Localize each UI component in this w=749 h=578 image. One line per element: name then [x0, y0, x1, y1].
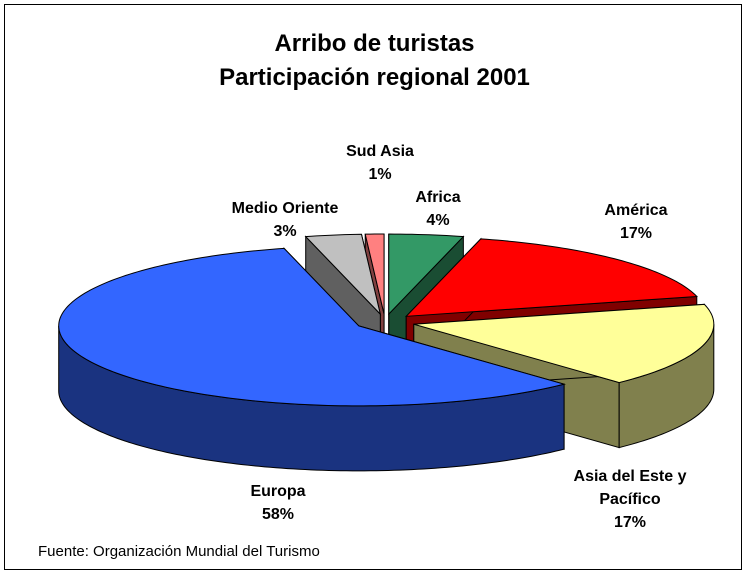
- slice-label: Europa 58%: [250, 480, 305, 526]
- chart-subtitle: Participación regional 2001: [219, 64, 530, 91]
- slice-label: Medio Oriente 3%: [232, 197, 339, 243]
- chart-title: Arribo de turistas: [274, 30, 475, 57]
- slice-label: Asia del Este y Pacífico 17%: [555, 465, 705, 534]
- source-note: Fuente: Organización Mundial del Turismo: [38, 543, 320, 560]
- pie-slice: [304, 233, 382, 316]
- slice-label: Africa 4%: [415, 186, 460, 232]
- value-label: 1%: [368, 166, 392, 183]
- pie-slice: [58, 247, 567, 407]
- value-label: 58%: [261, 506, 295, 523]
- value-label: 4%: [426, 212, 450, 229]
- value-label: 17%: [619, 225, 653, 242]
- category-label: Africa: [415, 189, 461, 206]
- value-label: 3%: [273, 223, 297, 240]
- category-label: Medio Oriente: [231, 200, 339, 217]
- pie-slice: [388, 233, 465, 316]
- slice-label: Sud Asia 1%: [346, 140, 414, 186]
- chart-frame: [4, 4, 742, 570]
- pie-slice: [404, 238, 698, 317]
- category-label: Asia del Este y Pacífico: [573, 468, 687, 508]
- category-label: Sud Asia: [346, 143, 414, 160]
- value-label: 17%: [613, 514, 647, 531]
- pie-slice: [413, 303, 715, 384]
- slice-label: América 17%: [604, 199, 667, 245]
- category-label: América: [604, 202, 668, 219]
- pie-slice: [364, 233, 385, 315]
- category-label: Europa: [250, 483, 306, 500]
